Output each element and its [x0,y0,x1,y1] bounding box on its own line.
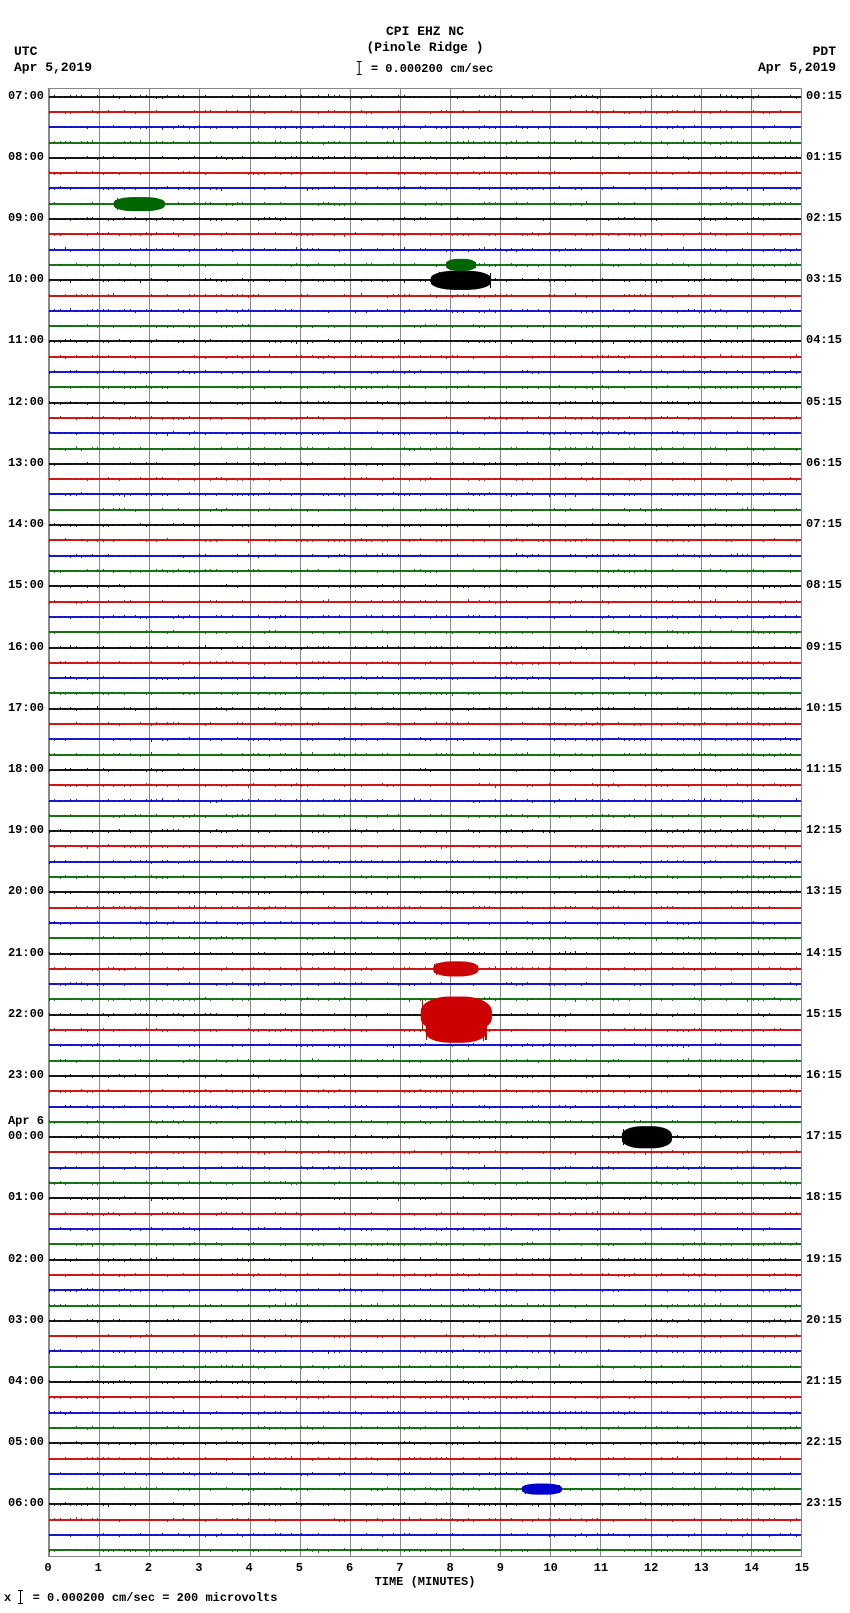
footer-leading-mark: x [4,1591,11,1605]
x-tick-label: 1 [95,1561,102,1575]
x-axis-title: TIME (MINUTES) [0,1575,850,1589]
x-tick-label: 4 [245,1561,252,1575]
x-tick-label: 6 [346,1561,353,1575]
footer-bar-icon [20,1590,21,1604]
x-tick-label: 15 [795,1561,809,1575]
x-tick-label: 14 [745,1561,759,1575]
x-tick-label: 2 [145,1561,152,1575]
x-tick-label: 8 [447,1561,454,1575]
x-tick-label: 10 [543,1561,557,1575]
x-tick-label: 13 [694,1561,708,1575]
footer-text: = 0.000200 cm/sec = 200 microvolts [33,1591,278,1605]
x-axis-labels: 0123456789101112131415 [0,0,850,1613]
x-tick-label: 5 [296,1561,303,1575]
x-tick-label: 0 [44,1561,51,1575]
seismogram-page: { "header": { "station_code": "CPI EHZ N… [0,0,850,1613]
x-tick-label: 9 [497,1561,504,1575]
x-tick-label: 3 [195,1561,202,1575]
x-tick-label: 7 [396,1561,403,1575]
x-tick-label: 12 [644,1561,658,1575]
x-tick-label: 11 [594,1561,608,1575]
footer-scale: x = 0.000200 cm/sec = 200 microvolts [4,1591,277,1605]
